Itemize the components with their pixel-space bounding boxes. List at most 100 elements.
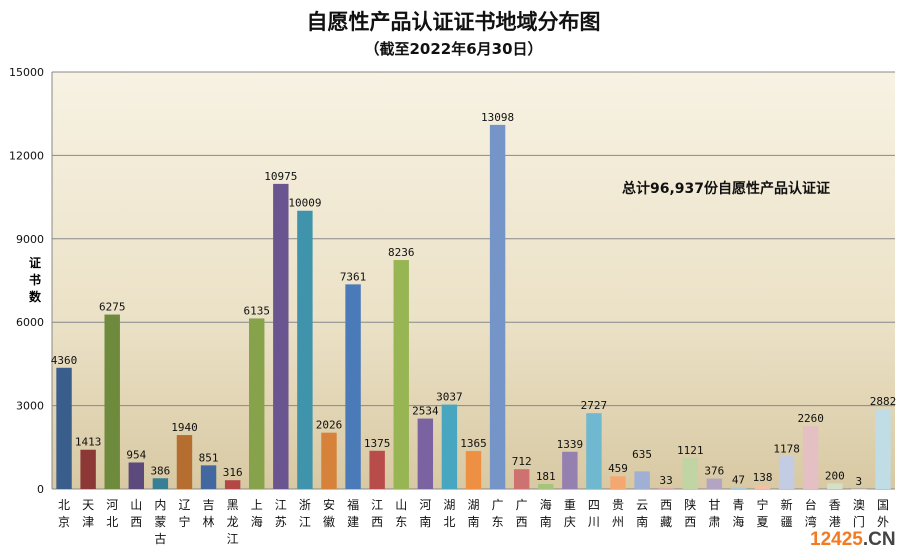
data-label: 459 [608,462,628,475]
bar [754,485,771,489]
data-label: 376 [704,465,724,478]
x-tick-label: 吉 [203,498,215,512]
x-tick-label: 山 [130,498,142,512]
bar [513,469,530,489]
data-label: 712 [512,455,532,468]
bar [465,451,482,489]
watermark-suffix: .CN [862,529,896,550]
data-label: 200 [825,469,845,482]
x-tick-label: 广 [492,498,504,512]
watermark-main: 12425 [810,529,863,550]
total-annotation: 总计96,937份自愿性产品认证证 [622,181,831,197]
x-tick-label: 京 [58,515,70,529]
x-tick-label: 海 [732,514,744,529]
data-label: 181 [536,470,556,483]
x-tick-label: 州 [612,515,624,529]
x-tick-label: 蒙 [154,515,166,529]
x-tick-label: 疆 [781,515,793,529]
data-label: 1375 [364,437,391,450]
data-label: 1940 [171,421,198,434]
x-tick-label: 辽 [178,498,190,512]
x-tick-label: 庆 [564,515,576,529]
x-tick-label: 青 [732,498,744,512]
data-label: 2026 [316,419,343,432]
x-tick-label: 川 [588,515,600,529]
x-tick-label: 香 [829,498,841,512]
x-tick-label: 湖 [467,497,479,512]
data-label: 2534 [412,405,439,418]
data-label: 635 [632,448,652,461]
data-label: 10975 [264,170,297,183]
x-tick-label: 古 [154,531,166,546]
bar [658,488,674,489]
chart-subtitle: （截至2022年6月30日） [364,40,543,58]
data-label: 8236 [388,246,415,259]
x-tick-label: 西 [371,515,383,529]
x-tick-label: 海 [251,514,263,529]
x-tick-label: 湖 [443,497,455,512]
y-tick-label: 12000 [9,149,44,162]
bar [682,457,698,489]
data-label: 316 [223,466,243,479]
x-tick-label: 台 [805,497,817,512]
x-tick-label: 河 [106,498,118,512]
bar [441,404,458,489]
x-tick-label: 肃 [708,515,720,529]
bar [128,462,145,489]
bar [827,483,843,489]
bar [104,314,120,489]
x-tick-label: 江 [227,532,239,546]
x-tick-label: 徽 [323,514,335,529]
bar [489,124,506,489]
x-tick-label: 澳 [853,498,865,512]
data-label: 1339 [557,438,584,451]
bar [176,435,193,489]
x-tick-label: 苏 [275,515,287,529]
x-tick-label: 津 [82,515,94,529]
x-tick-label: 西 [684,515,696,529]
data-label: 3037 [436,391,463,404]
x-tick-label: 南 [636,514,648,529]
data-label: 138 [753,471,773,484]
x-tick-label: 安 [323,497,335,512]
x-tick-label: 浙 [299,498,311,512]
data-label: 2882 [870,395,897,408]
bar [200,465,217,489]
bar [851,488,867,490]
bar [345,284,361,489]
x-tick-label: 西 [660,498,672,512]
x-tick-label: 北 [443,515,455,529]
y-axis-label: 证书数 [28,256,41,304]
x-tick-label: 宁 [178,514,190,529]
data-label: 386 [150,464,170,477]
bar [152,478,169,489]
x-tick-label: 新 [781,497,793,512]
x-tick-label: 甘 [708,498,720,512]
bar [610,476,626,489]
bar [562,451,578,489]
data-label: 7361 [340,270,367,283]
bar [538,483,554,489]
x-tick-label: 港 [829,515,841,529]
x-tick-label: 四 [588,498,600,512]
y-tick-label: 9000 [16,233,44,246]
x-tick-label: 上 [251,498,263,512]
data-label: 2260 [797,412,824,425]
x-tick-label: 河 [419,498,431,512]
data-label: 13098 [481,111,514,124]
x-tick-label: 黑 [227,498,239,512]
x-tick-label: 藏 [660,515,672,529]
x-tick-label: 林 [203,515,215,529]
x-tick-label: 福 [347,497,359,512]
x-tick-label: 东 [492,515,504,529]
bar [393,260,409,489]
data-label: 10009 [288,197,321,210]
bar [730,487,747,489]
bar [369,450,385,489]
data-label: 6275 [99,301,126,314]
x-tick-label: 西 [130,515,142,529]
x-tick-label: 南 [540,514,552,529]
data-label: 3 [856,475,863,488]
